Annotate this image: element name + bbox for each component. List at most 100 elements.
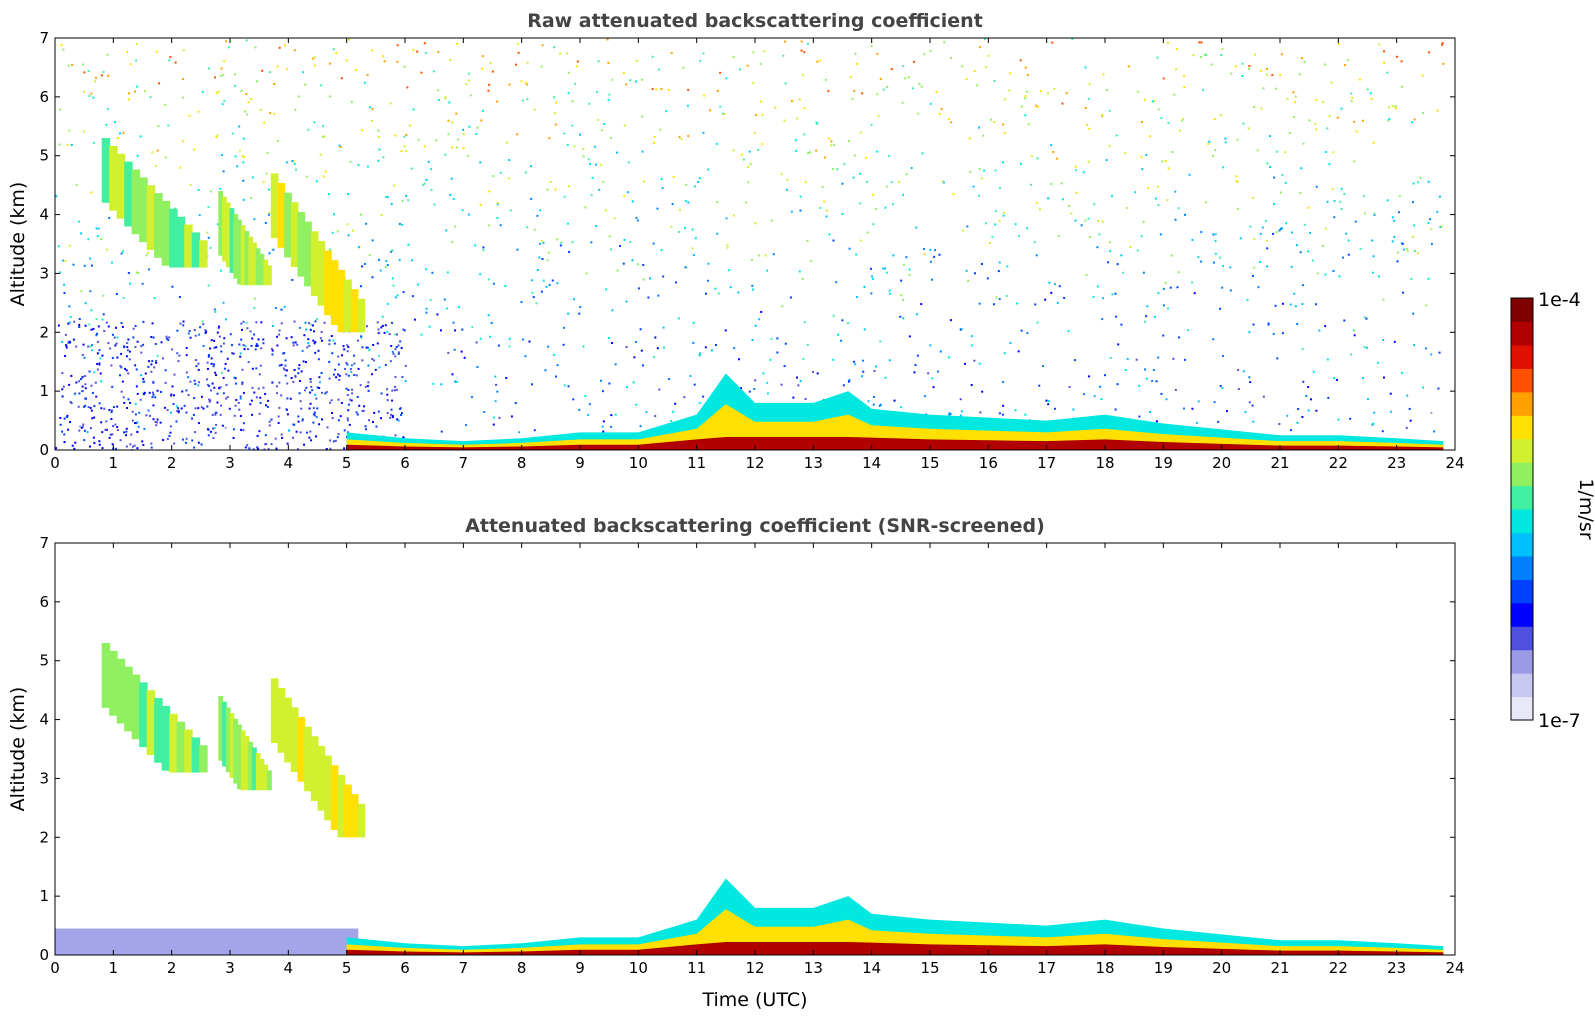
noise-pixel [1365, 317, 1368, 320]
haze-pixel [386, 412, 389, 415]
haze-pixel [330, 399, 333, 402]
noise-pixel [950, 121, 953, 124]
noise-pixel [228, 46, 231, 49]
haze-pixel [339, 415, 342, 418]
noise-pixel [1143, 320, 1146, 323]
noise-pixel [1413, 249, 1416, 252]
noise-pixel [626, 191, 629, 194]
noise-pixel [364, 262, 367, 265]
noise-pixel [602, 430, 605, 433]
noise-pixel [533, 429, 536, 432]
haze-pixel [258, 430, 261, 433]
noise-pixel [182, 49, 185, 52]
noise-pixel [1248, 65, 1251, 68]
noise-pixel [751, 284, 754, 287]
noise-pixel [267, 188, 270, 191]
haze-pixel [110, 411, 113, 414]
noise-pixel [1441, 43, 1444, 46]
haze-pixel [395, 345, 398, 348]
haze-pixel [122, 396, 125, 399]
noise-pixel [493, 416, 496, 419]
noise-pixel [489, 335, 492, 338]
noise-pixel [1054, 283, 1057, 286]
haze-pixel [401, 376, 404, 379]
haze-pixel [130, 433, 133, 436]
noise-pixel [609, 248, 612, 251]
noise-pixel [371, 49, 374, 52]
noise-pixel [138, 411, 141, 414]
colorbar-band [1511, 438, 1533, 463]
noise-pixel [1278, 423, 1281, 426]
noise-pixel [1116, 263, 1119, 266]
x-tick-label: 7 [459, 959, 469, 977]
haze-pixel [78, 380, 81, 383]
haze-pixel [94, 381, 97, 384]
noise-pixel [935, 90, 938, 93]
noise-pixel [1147, 187, 1150, 190]
noise-pixel [1343, 192, 1346, 195]
noise-pixel [1026, 227, 1029, 230]
noise-pixel [540, 65, 543, 68]
noise-pixel [918, 82, 921, 85]
haze-pixel [165, 335, 168, 338]
noise-pixel [439, 329, 442, 332]
noise-pixel [921, 152, 924, 155]
noise-pixel [785, 188, 788, 191]
noise-pixel [635, 216, 638, 219]
noise-pixel [309, 378, 312, 381]
noise-pixel [1300, 167, 1303, 170]
noise-pixel [505, 376, 508, 379]
noise-pixel [1129, 245, 1132, 248]
noise-pixel [665, 110, 668, 113]
haze-pixel [200, 406, 203, 409]
haze-pixel [353, 374, 356, 377]
noise-pixel [1265, 219, 1268, 222]
noise-pixel [1398, 195, 1401, 198]
noise-pixel [221, 103, 224, 106]
noise-pixel [783, 119, 786, 122]
cirrus-cell [124, 666, 133, 732]
haze-pixel [276, 344, 279, 347]
haze-pixel [290, 376, 293, 379]
haze-pixel [176, 329, 179, 332]
noise-pixel [1123, 152, 1126, 155]
haze-pixel [96, 352, 99, 355]
haze-pixel [263, 448, 266, 450]
cirrus-cell [237, 219, 242, 285]
noise-pixel [714, 343, 717, 346]
noise-pixel [492, 423, 495, 426]
noise-pixel [1088, 235, 1091, 238]
noise-pixel [1275, 87, 1278, 90]
noise-pixel [253, 297, 256, 300]
noise-pixel [1308, 119, 1311, 122]
noise-pixel [932, 386, 935, 389]
noise-pixel [703, 94, 706, 97]
noise-pixel [970, 344, 973, 347]
noise-pixel [494, 375, 497, 378]
noise-pixel [234, 155, 237, 158]
haze-pixel [151, 391, 154, 394]
noise-pixel [547, 251, 550, 254]
noise-pixel [259, 108, 262, 111]
noise-pixel [1436, 210, 1439, 213]
noise-pixel [101, 431, 104, 434]
noise-pixel [1207, 142, 1210, 145]
noise-pixel [847, 140, 850, 143]
haze-pixel [181, 390, 184, 393]
haze-pixel [253, 391, 256, 394]
noise-pixel [1116, 383, 1119, 386]
noise-pixel [1003, 132, 1006, 135]
noise-pixel [764, 254, 767, 257]
noise-pixel [423, 182, 426, 185]
noise-pixel [1275, 231, 1278, 234]
noise-pixel [1241, 62, 1244, 65]
noise-pixel [747, 165, 750, 168]
noise-pixel [1211, 154, 1214, 157]
haze-pixel [337, 398, 340, 401]
noise-pixel [821, 185, 824, 188]
noise-pixel [91, 417, 94, 420]
x-tick-label: 4 [284, 959, 294, 977]
haze-pixel [194, 334, 197, 337]
noise-pixel [1138, 415, 1141, 418]
haze-pixel [118, 374, 121, 377]
